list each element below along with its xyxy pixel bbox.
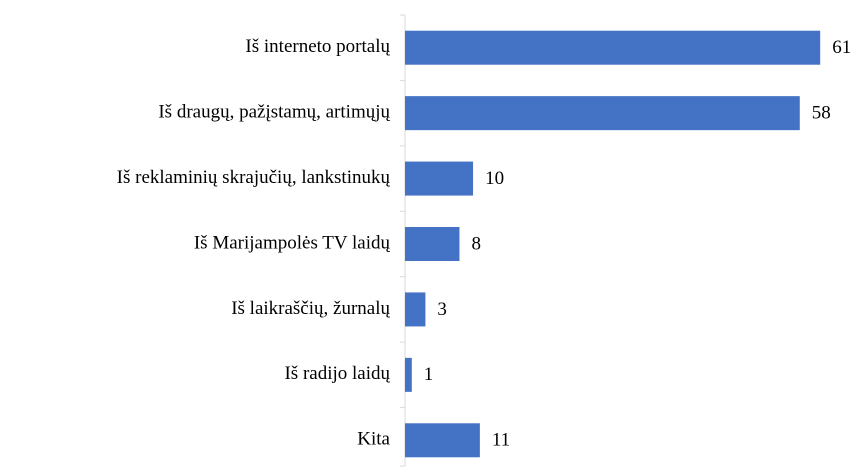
value-label: 61: [832, 37, 851, 58]
value-label: 58: [812, 103, 831, 124]
category-label: Kita: [357, 429, 390, 450]
category-label: Iš Marijampolės TV laidų: [194, 232, 391, 253]
category-label: Iš draugų, pažįstamų, artimųjų: [158, 102, 390, 123]
bar: [405, 357, 412, 392]
category-label: Iš radijo laidų: [284, 363, 390, 384]
bar: [405, 96, 800, 131]
category-label: Iš interneto portalų: [245, 36, 390, 57]
value-label: 1: [424, 364, 434, 385]
value-label: 8: [471, 233, 481, 254]
value-label: 10: [485, 168, 504, 189]
value-label: 3: [437, 299, 447, 320]
bar: [405, 292, 426, 327]
bar: [405, 227, 460, 261]
category-label: Iš laikraščių, žurnalų: [231, 298, 390, 319]
bar: [405, 30, 821, 65]
value-label: 11: [492, 430, 510, 451]
category-label: Iš reklaminių skrajučių, lankstinukų: [117, 167, 391, 188]
bar: [405, 423, 480, 458]
bar: [405, 161, 474, 196]
